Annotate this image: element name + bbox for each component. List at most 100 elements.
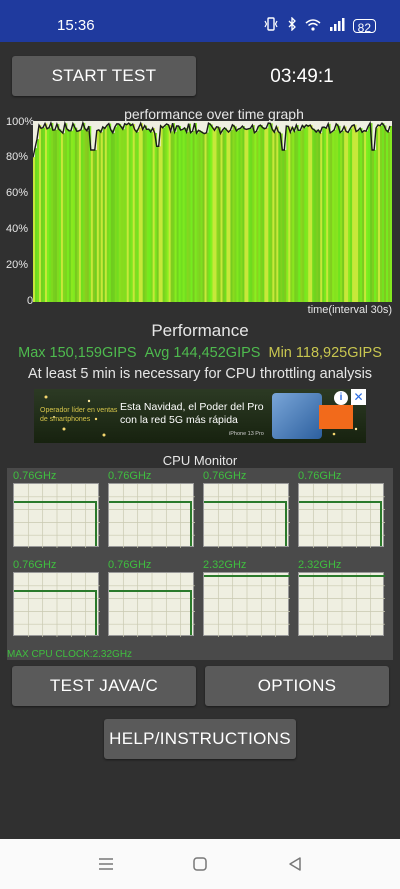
graph-bar xyxy=(340,132,343,302)
core-graph-svg xyxy=(204,484,290,548)
graph-bar xyxy=(310,125,313,302)
graph-bar xyxy=(88,126,92,302)
cpu-core-7: 2.32GHz xyxy=(296,559,386,639)
graph-bar xyxy=(160,125,164,302)
graph-bar xyxy=(282,149,285,302)
graph-bar xyxy=(318,129,321,302)
y-tick-20: 20% xyxy=(6,259,29,271)
graph-bar xyxy=(100,132,104,302)
graph-bar xyxy=(154,133,158,302)
help-instructions-button[interactable]: HELP/INSTRUCTIONS xyxy=(104,719,296,759)
graph-bar xyxy=(150,131,154,302)
graph-bar xyxy=(118,123,122,302)
graph-bar xyxy=(266,128,269,302)
graph-bar xyxy=(106,125,110,302)
throttling-note: At least 5 min is necessary for CPU thro… xyxy=(27,366,373,382)
core-frequency: 2.32GHz xyxy=(298,559,342,571)
graph-bar xyxy=(166,124,170,302)
graph-bar xyxy=(322,127,325,302)
core-frequency-line xyxy=(109,590,192,635)
graph-bar xyxy=(320,132,323,302)
graph-bar xyxy=(104,128,108,302)
graph-bar xyxy=(202,132,205,302)
graph-bar xyxy=(210,124,213,302)
graph-bar xyxy=(36,139,40,302)
graph-bar xyxy=(216,126,219,302)
graph-bar xyxy=(188,123,191,302)
graph-bar xyxy=(74,127,78,302)
ad-caption: iPhone 13 Pro xyxy=(229,431,264,437)
graph-bar xyxy=(348,132,351,302)
ad-info-icon[interactable]: i xyxy=(334,391,348,405)
graph-bar xyxy=(84,128,88,302)
graph-bar xyxy=(78,130,82,302)
graph-bar xyxy=(198,130,201,302)
graph-bar xyxy=(246,129,249,302)
y-tick-0: 0 xyxy=(27,295,34,307)
start-test-button[interactable]: START TEST xyxy=(12,56,196,96)
core-frequency: 2.32GHz xyxy=(203,559,247,571)
graph-bar xyxy=(350,128,353,302)
graph-bar xyxy=(304,127,307,302)
graph-bar xyxy=(214,130,217,302)
vibrate-icon xyxy=(263,17,279,35)
cpu-core-2: 0.76GHz xyxy=(201,470,291,550)
graph-bar xyxy=(290,132,293,302)
menu-icon[interactable] xyxy=(94,853,118,875)
graph-bar xyxy=(362,132,365,302)
graph-bar xyxy=(346,131,349,302)
graph-bar xyxy=(220,133,223,302)
ad-lights-decoration xyxy=(44,395,358,437)
graph-bar xyxy=(186,132,189,302)
performance-title: Performance xyxy=(151,321,249,340)
graph-bar xyxy=(72,123,76,302)
graph-bar xyxy=(174,131,177,302)
ad-close-icon[interactable]: ✕ xyxy=(351,389,366,405)
graph-bar xyxy=(56,124,60,302)
y-tick-40: 40% xyxy=(6,223,29,235)
graph-bar xyxy=(90,149,94,302)
back-icon[interactable] xyxy=(283,853,307,875)
graph-bar xyxy=(194,123,197,302)
graph-bar xyxy=(64,123,68,302)
cpu-core-0: 0.76GHz xyxy=(11,470,101,550)
graph-bar xyxy=(126,124,130,302)
graph-bar xyxy=(234,126,237,302)
core-graph-svg xyxy=(14,484,100,548)
ad-small-text: Operador líder en ventas de smartphones xyxy=(40,407,118,423)
graph-bar xyxy=(164,125,168,302)
test-java-c-button[interactable]: TEST JAVA/C xyxy=(12,666,196,706)
graph-bar xyxy=(116,123,120,302)
graph-bar xyxy=(352,125,355,302)
graph-bar xyxy=(38,125,42,302)
graph-bar xyxy=(336,123,339,302)
options-button[interactable]: OPTIONS xyxy=(205,666,389,706)
graph-bar xyxy=(354,124,357,302)
graph-bar xyxy=(278,131,281,302)
graph-bar xyxy=(68,130,72,302)
cpu-monitor-panel: 0.76GHz 0.76GHz 0.76GHz 0.76GHz 0.76GHz … xyxy=(7,468,393,660)
graph-bar xyxy=(262,127,265,302)
graph-bar xyxy=(276,126,279,302)
cpu-core-4: 0.76GHz xyxy=(11,559,101,639)
graph-bar xyxy=(252,125,255,302)
core-frequency-line xyxy=(299,501,382,546)
graph-bar xyxy=(324,127,327,302)
core-graph-svg xyxy=(14,573,100,637)
graph-bar xyxy=(306,124,309,302)
graph-bar xyxy=(238,128,241,302)
graph-bar xyxy=(316,132,319,302)
graph-bar xyxy=(142,129,146,302)
performance-graph-svg xyxy=(33,121,392,302)
graph-bar xyxy=(292,127,295,302)
graph-bar xyxy=(302,125,305,302)
graph-bar xyxy=(162,127,166,302)
graph-bar xyxy=(224,127,227,302)
graph-bar xyxy=(86,130,90,302)
graph-bar xyxy=(288,126,291,302)
graph-bar xyxy=(110,129,114,302)
y-tick-60: 60% xyxy=(6,187,29,199)
stat-max: Max 150,159GIPS xyxy=(18,345,137,361)
ad-banner[interactable]: Operador líder en ventas de smartphones … xyxy=(34,389,366,443)
home-icon[interactable] xyxy=(188,853,212,875)
